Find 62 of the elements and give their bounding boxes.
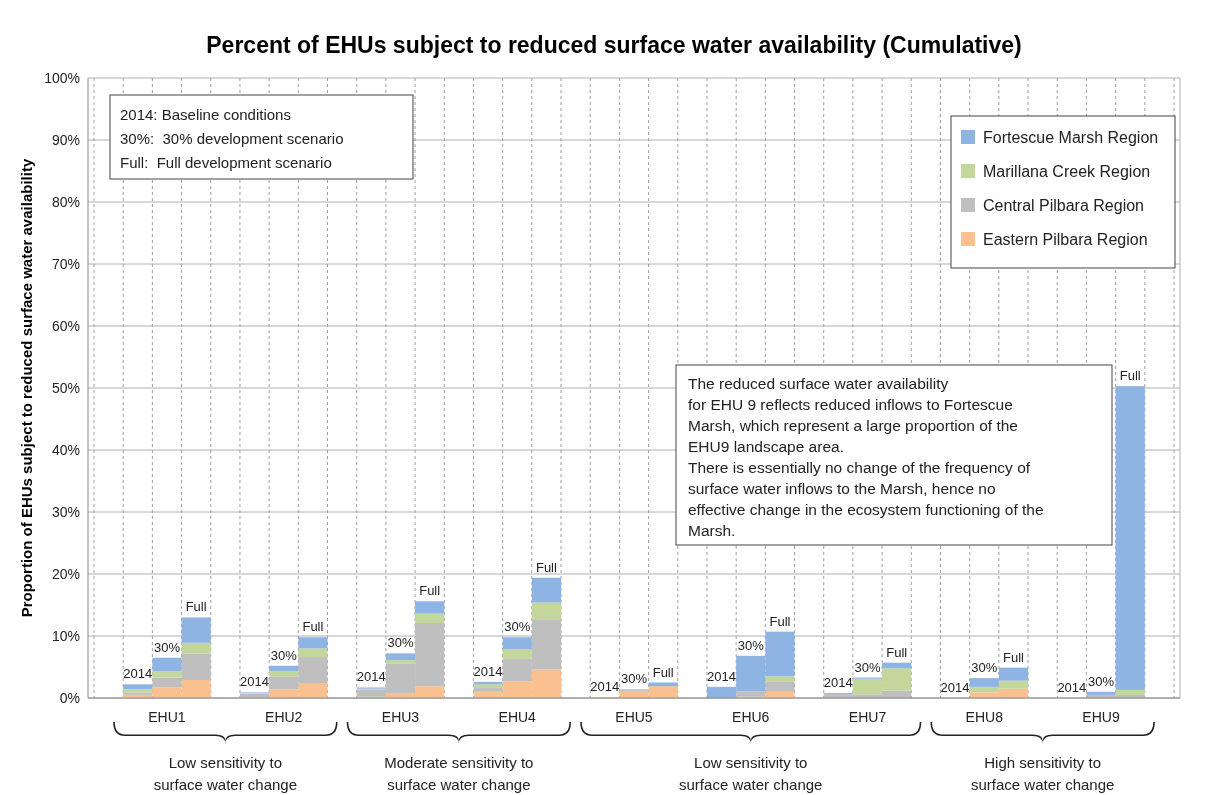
text: EHU7 bbox=[848, 709, 887, 725]
x-tick-label: 2014 bbox=[123, 666, 153, 682]
text: EHU8 bbox=[965, 709, 1004, 725]
annotation: The reduced surface water availability for EHU 9 reflects reduced inflows to Fortescue Marsh, which represent a large proportion of the EHU9 landscape area. bbox=[688, 375, 1018, 455]
text: EHU9 bbox=[1082, 709, 1120, 725]
x-tick-label: 30% bbox=[1088, 673, 1115, 689]
y-tick-label: 20% bbox=[51, 565, 80, 582]
x-tick-label: 2014 bbox=[707, 668, 737, 684]
annotation: 30%: 30% development scenario bbox=[120, 130, 344, 147]
y-tick-label: 10% bbox=[51, 627, 80, 644]
x-tick-label: Full bbox=[302, 619, 324, 635]
x-tick-label: 30% bbox=[153, 639, 181, 655]
y-tick-label: 90% bbox=[51, 131, 80, 148]
x-tick-label: 2014 bbox=[356, 669, 386, 685]
x-tick-label: Full bbox=[1119, 368, 1141, 384]
y-tick-label: 40% bbox=[51, 441, 80, 458]
text: EHU1 bbox=[148, 709, 186, 725]
x-tick-label: Full bbox=[886, 644, 908, 660]
x-tick-label: 30% bbox=[737, 637, 765, 653]
x-tick-label: 30% bbox=[387, 635, 414, 651]
x-tick-label: 2014 bbox=[940, 680, 970, 695]
text: Low sensitivity to surface water change bbox=[679, 754, 823, 793]
y-tick-label: 30% bbox=[51, 503, 80, 520]
legend-label: Central Pilbara Region bbox=[983, 196, 1144, 214]
x-tick-label: Full bbox=[535, 559, 558, 575]
x-tick-label: 30% bbox=[854, 659, 881, 675]
x-tick-label: 30% bbox=[620, 671, 648, 687]
text: High sensitivity to surface water change bbox=[970, 754, 1115, 793]
y-tick-label: 60% bbox=[51, 317, 80, 334]
annotation: There is essentially no change of the frequency of surface water inflows to the Marsh, hence no effective change in the ecosystem functioning of the Marsh. bbox=[688, 459, 1044, 539]
x-tick-label: 30% bbox=[270, 647, 298, 663]
annotation: Full: Full development scenario bbox=[120, 154, 332, 171]
y-tick-label: 80% bbox=[51, 193, 80, 210]
legend-label: Marillana Creek Region bbox=[983, 162, 1151, 180]
chart-title: Percent of EHUs subject to reduced surface water availability (Cumulative) bbox=[206, 32, 1022, 58]
text: EHU4 bbox=[498, 709, 537, 725]
x-tick-label: Full bbox=[419, 583, 441, 599]
text: Low sensitivity to surface water change bbox=[153, 754, 298, 793]
text: Moderate sensitivity to surface water change bbox=[384, 754, 534, 793]
x-tick-label: 2014 bbox=[823, 675, 853, 691]
text: EHU3 bbox=[381, 709, 420, 725]
y-tick-label: 100% bbox=[44, 69, 80, 86]
legend-label: Fortescue Marsh Region bbox=[983, 128, 1159, 146]
x-tick-label: 30% bbox=[971, 660, 998, 676]
text: EHU6 bbox=[732, 709, 770, 725]
x-tick-label: 2014 bbox=[590, 679, 620, 695]
x-tick-label: 2014 bbox=[1057, 680, 1087, 695]
y-axis-title: Proportion of EHUs subject to reduced surface water availability bbox=[18, 158, 35, 618]
text: EHU2 bbox=[265, 709, 303, 725]
x-tick-label: Full bbox=[185, 599, 207, 615]
text: EHU5 bbox=[615, 709, 653, 725]
legend-label: Eastern Pilbara Region bbox=[983, 230, 1148, 248]
x-tick-label: Full bbox=[652, 664, 674, 680]
annotation: 2014: Baseline conditions bbox=[120, 106, 291, 123]
x-tick-label: 2014 bbox=[240, 674, 269, 690]
y-tick-label: 50% bbox=[51, 379, 80, 396]
y-tick-label: 0% bbox=[59, 689, 80, 706]
x-tick-label: 2014 bbox=[473, 663, 503, 679]
y-tick-label: 70% bbox=[51, 255, 80, 272]
x-tick-label: 30% bbox=[504, 619, 531, 635]
x-tick-label: Full bbox=[769, 613, 791, 629]
x-tick-label: Full bbox=[1002, 649, 1025, 665]
